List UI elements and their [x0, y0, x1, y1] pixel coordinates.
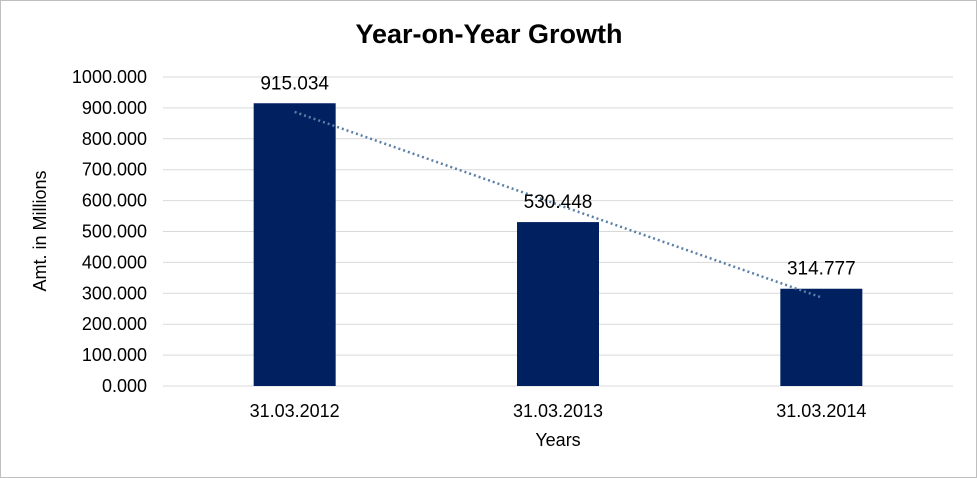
x-tick-label: 31.03.2012: [250, 401, 340, 421]
bar: [517, 222, 599, 386]
y-tick-label: 700.000: [82, 160, 147, 180]
bars: [253, 103, 863, 387]
y-tick-label: 1000.000: [72, 67, 147, 87]
y-tick-label: 800.000: [82, 129, 147, 149]
trendline: [294, 110, 822, 299]
data-label: 530.448: [524, 192, 593, 213]
bar: [780, 288, 863, 386]
y-tick-label: 0.000: [102, 376, 147, 396]
bar: [253, 103, 336, 387]
x-tick-label: 31.03.2013: [513, 401, 603, 421]
y-tick-label: 200.000: [82, 314, 147, 334]
x-axis-label: Years: [535, 430, 580, 450]
data-label: 915.034: [260, 73, 329, 94]
y-tick-label: 500.000: [82, 222, 147, 242]
y-tick-label: 900.000: [82, 98, 147, 118]
data-label: 314.777: [787, 259, 856, 280]
y-tick-label: 600.000: [82, 191, 147, 211]
y-axis-ticks: 0.000 100.000 200.000 300.000 400.000 500.000…: [72, 67, 147, 396]
x-axis-ticks: 31.03.2012 31.03.2013 31.03.2014: [250, 401, 867, 421]
data-labels: 915.034 530.448 314.777: [260, 73, 855, 279]
chart-title: Year-on-Year Growth: [355, 19, 622, 49]
y-axis-label: Amt. in Millions: [30, 170, 50, 291]
x-tick-label: 31.03.2014: [776, 401, 866, 421]
y-tick-label: 400.000: [82, 252, 147, 272]
y-tick-label: 300.000: [82, 283, 147, 303]
y-tick-label: 100.000: [82, 345, 147, 365]
trendline-layer: [294, 110, 822, 299]
